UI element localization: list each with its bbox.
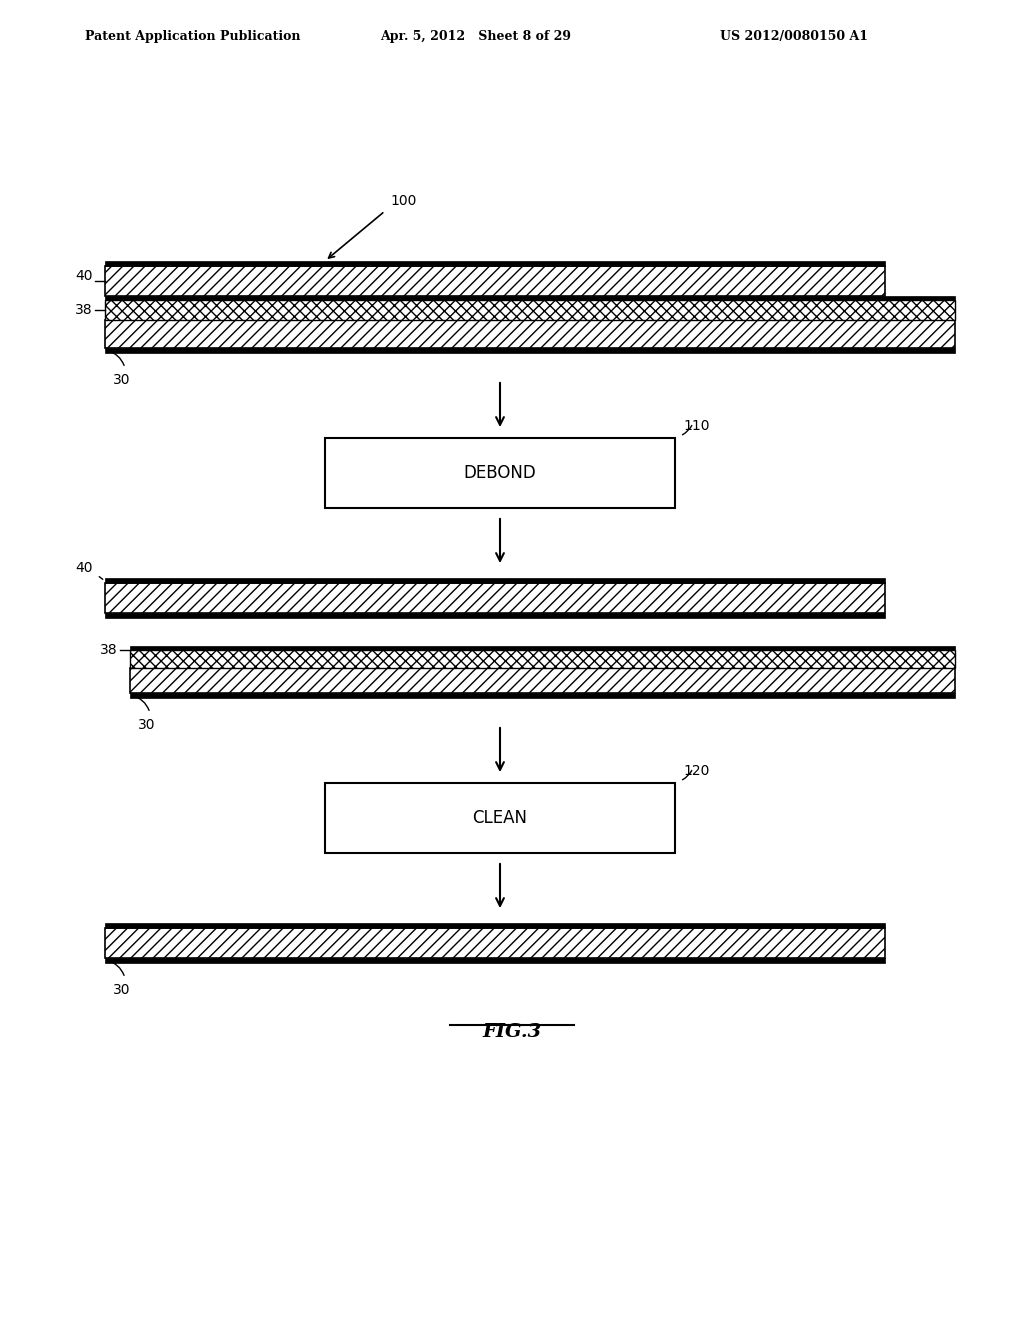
Text: 100: 100 — [390, 194, 417, 209]
Bar — [105, 583, 885, 612]
Bar — [105, 612, 885, 618]
Text: 38: 38 — [100, 643, 118, 657]
Bar — [325, 438, 675, 508]
Bar — [105, 578, 885, 583]
Bar — [105, 928, 885, 958]
Text: CLEAN: CLEAN — [472, 809, 527, 828]
Bar — [105, 296, 955, 300]
Bar — [130, 668, 955, 693]
Bar — [130, 693, 955, 698]
Text: 38: 38 — [76, 304, 93, 317]
Bar — [105, 923, 885, 928]
Bar — [130, 649, 955, 668]
Text: 30: 30 — [113, 983, 130, 997]
Text: US 2012/0080150 A1: US 2012/0080150 A1 — [720, 30, 868, 44]
Bar — [105, 319, 955, 348]
Text: 40: 40 — [76, 269, 93, 282]
Bar — [105, 300, 955, 319]
Text: 110: 110 — [683, 418, 710, 433]
Text: Apr. 5, 2012   Sheet 8 of 29: Apr. 5, 2012 Sheet 8 of 29 — [380, 30, 571, 44]
Text: 120: 120 — [683, 764, 710, 777]
Bar — [105, 261, 885, 267]
Text: FIG.3: FIG.3 — [482, 1023, 542, 1041]
Bar — [325, 783, 675, 853]
Bar — [105, 267, 885, 296]
Text: DEBOND: DEBOND — [464, 465, 537, 482]
Bar — [130, 645, 955, 649]
Text: 40: 40 — [76, 561, 93, 576]
Bar — [105, 348, 955, 352]
Text: Patent Application Publication: Patent Application Publication — [85, 30, 300, 44]
Bar — [105, 958, 885, 964]
Text: 30: 30 — [138, 718, 156, 733]
Text: 30: 30 — [113, 374, 130, 387]
